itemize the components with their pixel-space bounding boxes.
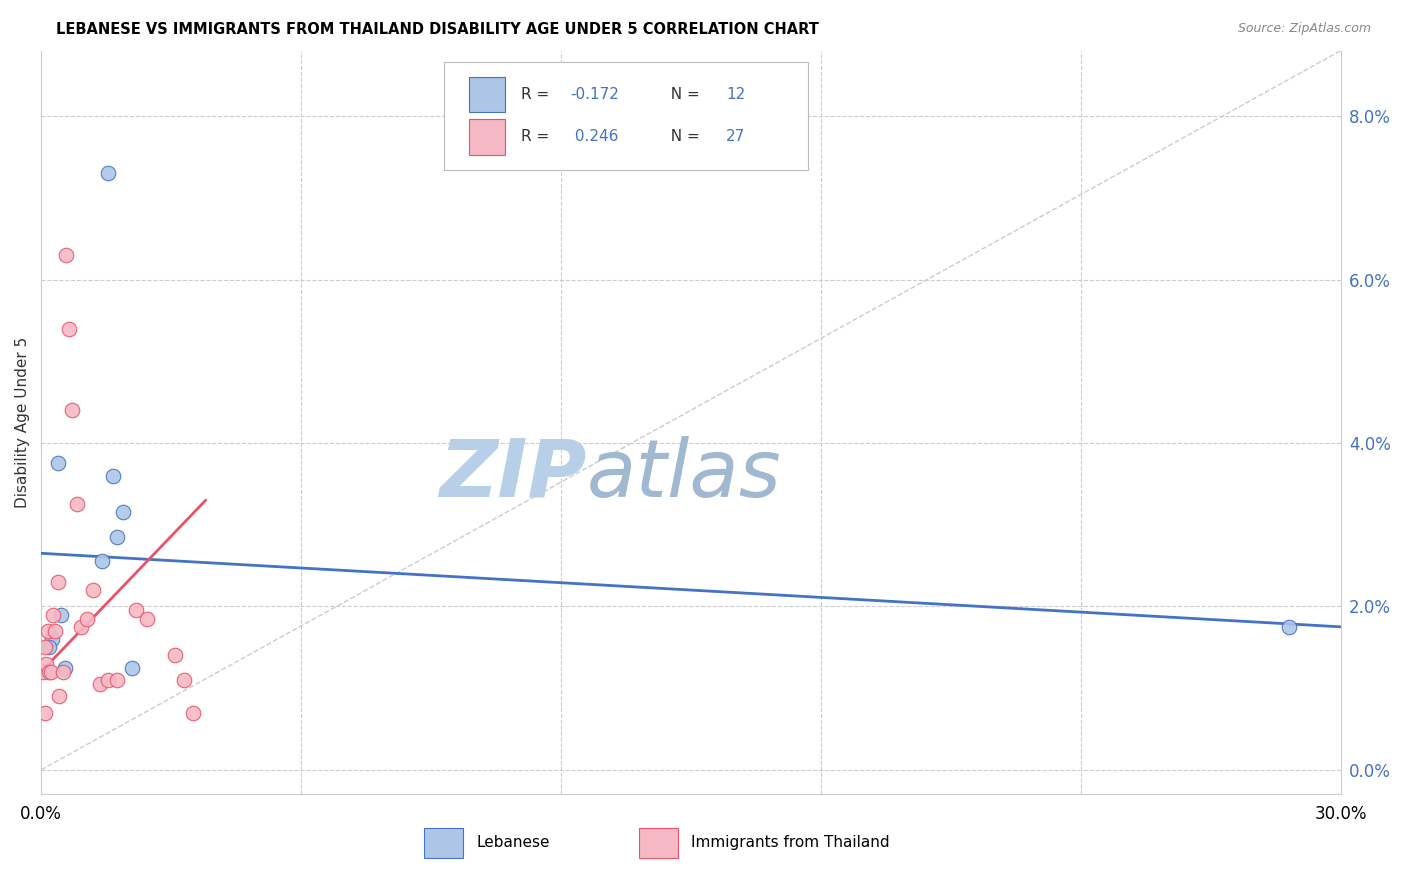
Point	[34, 706, 56, 720]
Bar	[468, 77, 505, 112]
Text: 27: 27	[725, 129, 745, 145]
Text: R =: R =	[520, 129, 554, 145]
Point	[34, 640, 56, 655]
Point	[105, 673, 128, 687]
Point	[44, 624, 66, 638]
Bar	[468, 120, 505, 155]
Text: atlas: atlas	[586, 435, 782, 514]
Point	[60, 403, 83, 417]
Text: LEBANESE VS IMMIGRANTS FROM THAILAND DISABILITY AGE UNDER 5 CORRELATION CHART: LEBANESE VS IMMIGRANTS FROM THAILAND DIS…	[56, 22, 820, 37]
Point	[58, 321, 80, 335]
Point	[35, 657, 58, 671]
Bar	[638, 828, 678, 857]
Text: Lebanese: Lebanese	[477, 835, 550, 850]
Point	[41, 632, 63, 646]
Point	[42, 607, 65, 622]
Point	[32, 665, 55, 679]
Point	[121, 661, 143, 675]
Text: 0.246: 0.246	[569, 129, 619, 145]
Point	[66, 497, 89, 511]
Point	[37, 624, 59, 638]
Text: Immigrants from Thailand: Immigrants from Thailand	[690, 835, 890, 850]
Point	[97, 673, 120, 687]
Point	[165, 648, 187, 663]
Point	[49, 607, 72, 622]
Text: -0.172: -0.172	[569, 87, 619, 102]
Text: Source: ZipAtlas.com: Source: ZipAtlas.com	[1237, 22, 1371, 36]
Point	[46, 574, 69, 589]
Point	[90, 554, 112, 568]
Y-axis label: Disability Age Under 5: Disability Age Under 5	[15, 337, 30, 508]
Point	[39, 665, 62, 679]
Text: N =: N =	[661, 87, 704, 102]
Text: R =: R =	[520, 87, 554, 102]
Point	[97, 166, 120, 180]
Point	[89, 677, 111, 691]
Point	[70, 620, 93, 634]
Point	[76, 612, 98, 626]
Point	[52, 665, 75, 679]
Text: 12: 12	[725, 87, 745, 102]
Bar	[425, 828, 464, 857]
Point	[53, 661, 76, 675]
Point	[112, 505, 135, 519]
Point	[82, 583, 104, 598]
Point	[46, 456, 69, 470]
Point	[1278, 620, 1301, 634]
Text: N =: N =	[661, 129, 704, 145]
Point	[101, 468, 124, 483]
Point	[105, 530, 128, 544]
Point	[38, 640, 60, 655]
FancyBboxPatch shape	[444, 62, 808, 169]
Point	[55, 248, 77, 262]
Point	[38, 665, 60, 679]
Point	[125, 603, 148, 617]
Text: ZIP: ZIP	[440, 435, 586, 514]
Point	[48, 690, 70, 704]
Point	[181, 706, 204, 720]
Point	[173, 673, 195, 687]
Point	[136, 612, 159, 626]
